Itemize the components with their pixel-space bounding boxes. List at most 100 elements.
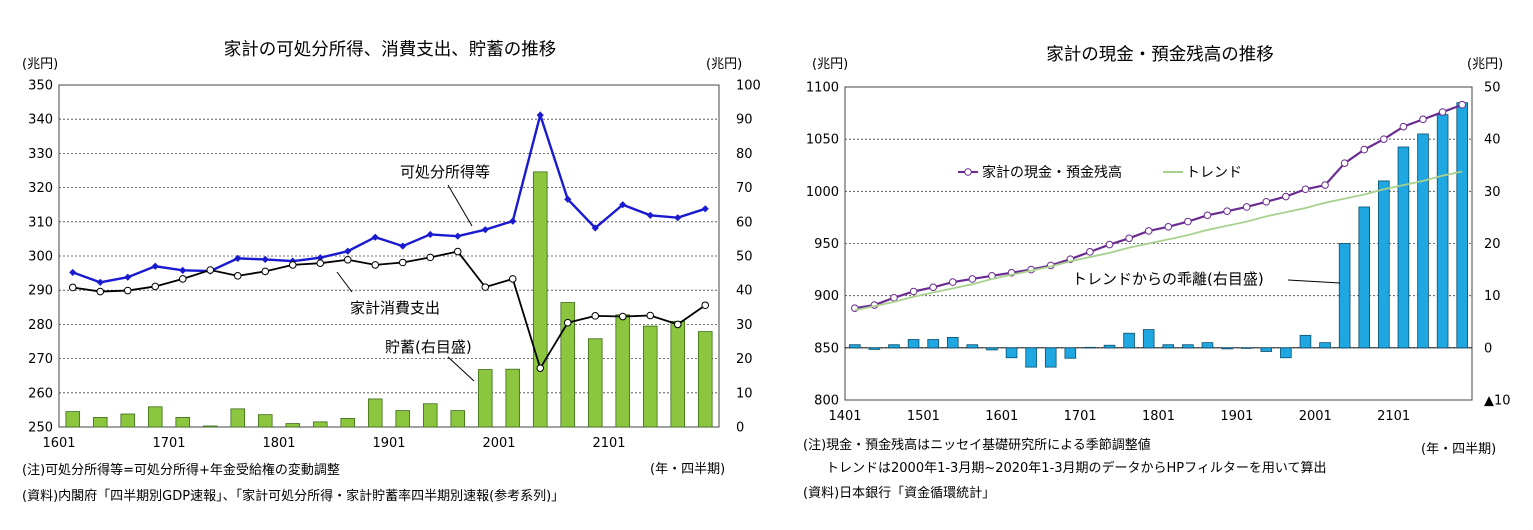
left-chart-point-disposable-income xyxy=(646,211,654,219)
right-chart-point-deposits xyxy=(1242,203,1251,211)
left-chart-point-consumption xyxy=(123,286,132,295)
right-chart-bar xyxy=(946,336,959,349)
left-chart-point-disposable-income xyxy=(454,232,462,240)
left-annotation-leader xyxy=(447,356,475,382)
right-chart-point-deposits xyxy=(1223,207,1231,215)
right-note-trend: トレンドは2000年1-3月期~2020年1-3月期のデータからHPフィルターを… xyxy=(826,461,1327,476)
right-chart-ytick-right: 40 xyxy=(1484,133,1501,148)
left-chart-bar xyxy=(120,413,136,428)
right-chart-bar xyxy=(868,347,881,350)
left-chart-point-disposable-income xyxy=(179,266,187,274)
left-chart-point-consumption xyxy=(96,287,105,296)
right-chart-bar xyxy=(849,344,861,349)
left-chart-bar xyxy=(65,411,81,428)
right-chart-point-deposits xyxy=(1380,135,1388,143)
left-chart-ytick-right: 0 xyxy=(736,421,744,436)
left-chart-point-disposable-income xyxy=(674,214,682,222)
right-chart-bar xyxy=(1005,347,1018,359)
left-chart-bar xyxy=(230,408,246,428)
left-chart-bar xyxy=(257,414,273,428)
left-chart-ytick-left: 310 xyxy=(28,215,53,230)
right-chart-point-deposits xyxy=(1458,100,1467,109)
right-chart-xtick: 1401 xyxy=(828,409,861,424)
left-chart-ytick-left: 260 xyxy=(28,386,53,401)
left-chart-xtick: 1801 xyxy=(262,436,295,451)
left-chart-point-consumption xyxy=(426,253,435,262)
right-chart-bar xyxy=(1260,347,1273,352)
left-chart-bar xyxy=(560,302,576,428)
left-chart-point-disposable-income xyxy=(234,254,242,262)
right-chart-ytick-left: 800 xyxy=(814,394,839,409)
left-chart-bar xyxy=(450,410,466,428)
left-chart-bar xyxy=(340,418,356,428)
left-chart-ytick-right: 60 xyxy=(736,215,753,230)
right-chart-bar xyxy=(907,339,920,349)
left-note-source: (資料)内閣府「四半期別GDP速報」、「家計可処分所得・家計貯蓄率四半期別速報(… xyxy=(22,489,565,504)
left-chart-point-disposable-income xyxy=(371,233,379,241)
right-chart-point-deposits xyxy=(1125,234,1133,243)
right-chart-point-deposits xyxy=(909,287,918,296)
right-chart-bar xyxy=(966,344,979,349)
right-chart-xtick: 1601 xyxy=(985,409,1018,424)
right-chart-ytick-left: 850 xyxy=(814,341,839,356)
left-chart-bar xyxy=(175,417,191,428)
left-chart-point-consumption xyxy=(178,275,187,283)
right-note-source: (資料)日本銀行「資金循環統計」 xyxy=(803,486,996,501)
left-chart-bar xyxy=(670,320,686,428)
left-chart-point-disposable-income xyxy=(536,111,544,119)
left-chart-point-disposable-income xyxy=(619,201,627,209)
right-chart-x-axis-unit: (年・四半期) xyxy=(1421,442,1496,457)
left-chart-bar xyxy=(312,421,328,428)
right-chart-bar xyxy=(927,339,939,349)
left-chart-point-consumption xyxy=(68,283,77,292)
left-chart-bar xyxy=(587,338,603,428)
right-chart-plot-frame xyxy=(844,86,1473,401)
right-chart-point-deposits xyxy=(1360,145,1369,154)
right-chart-bar xyxy=(1417,133,1429,349)
right-annotation-gap: トレンドからの乖離(右目盛) xyxy=(1072,270,1264,288)
right-chart-xtick: 2001 xyxy=(1299,409,1332,424)
right-chart-point-deposits xyxy=(1086,248,1094,256)
left-chart-ytick-left: 320 xyxy=(28,181,53,196)
left-chart-point-consumption xyxy=(563,318,572,327)
left-chart-point-disposable-income xyxy=(151,262,159,270)
left-chart-ytick-right: 20 xyxy=(736,352,753,367)
right-chart-ytick-right: 50 xyxy=(1484,81,1501,96)
left-chart-point-consumption xyxy=(371,261,380,269)
left-chart-point-disposable-income xyxy=(426,230,434,239)
right-chart-ytick-left: 1050 xyxy=(806,133,839,148)
right-chart-bar xyxy=(1280,347,1292,359)
left-chart-bar xyxy=(505,368,521,428)
left-chart-ytick-right: 40 xyxy=(736,284,753,299)
right-chart-bar xyxy=(1123,332,1135,349)
left-chart-point-consumption xyxy=(646,311,655,320)
right-chart-point-deposits xyxy=(968,275,977,283)
left-chart-ytick-left: 290 xyxy=(28,284,53,299)
right-chart-point-deposits xyxy=(1321,181,1329,189)
left-chart-point-consumption xyxy=(508,275,517,283)
right-chart-point-deposits xyxy=(1184,217,1192,226)
right-chart-ytick-left: 900 xyxy=(814,289,839,304)
left-chart-point-disposable-income xyxy=(124,273,132,281)
left-chart-right-axis-unit: (兆円) xyxy=(706,57,742,72)
left-chart-bar xyxy=(367,398,383,428)
right-chart-bar xyxy=(1142,329,1155,349)
left-chart-bar xyxy=(147,406,163,428)
left-chart-bar xyxy=(642,325,658,428)
right-chart-bar xyxy=(1162,344,1175,349)
left-chart-left-axis-unit: (兆円) xyxy=(22,57,58,72)
left-chart-point-disposable-income xyxy=(564,195,572,203)
right-chart-point-deposits xyxy=(1164,223,1173,231)
right-chart-bar xyxy=(1084,346,1096,349)
left-chart-point-disposable-income xyxy=(509,217,517,225)
left-chart-bar xyxy=(477,369,493,428)
left-annotation-consumption: 家計消費支出 xyxy=(350,299,440,317)
right-chart-bar xyxy=(1103,344,1116,349)
left-chart-point-consumption xyxy=(673,320,682,329)
left-chart-ytick-right: 70 xyxy=(736,181,753,196)
left-chart-point-disposable-income xyxy=(399,242,407,250)
left-chart-bar xyxy=(202,425,218,428)
right-chart-bar xyxy=(1338,243,1351,349)
right-chart-ytick-left: 1100 xyxy=(806,81,839,96)
left-chart-ytick-left: 250 xyxy=(28,421,53,436)
